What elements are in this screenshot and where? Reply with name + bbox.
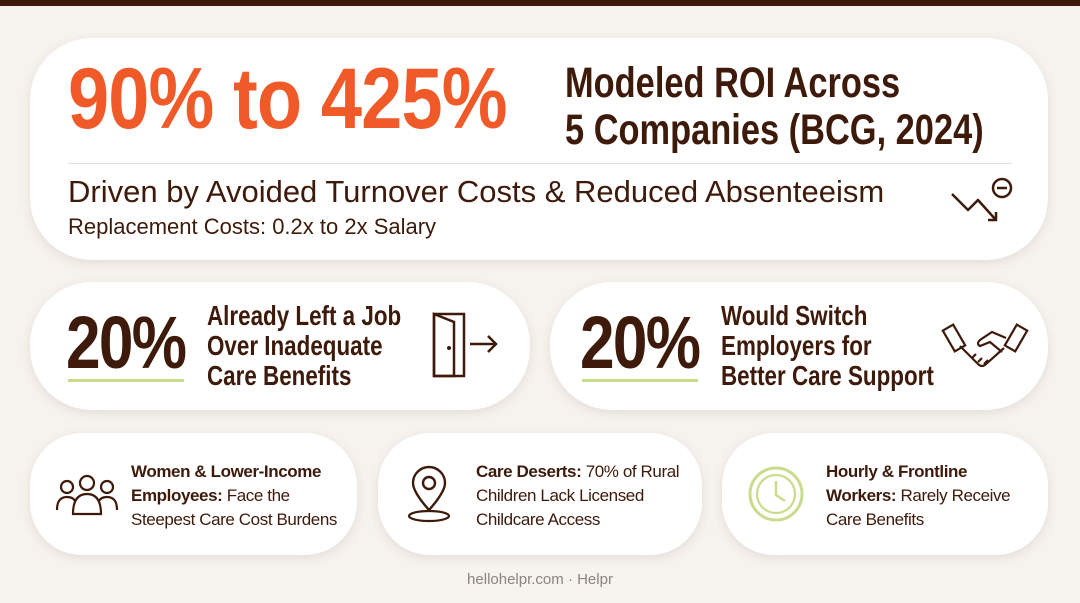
hero-title-line: 5 Companies (BCG, 2024) xyxy=(565,106,984,154)
handshake-icon xyxy=(941,323,1029,368)
stat-text: Would Switch Employers for Better Care S… xyxy=(721,301,934,391)
stat-text-line: Employers for xyxy=(721,330,872,361)
fact-text: Hourly & Frontline Workers: Rarely Recei… xyxy=(826,460,1026,532)
top-bar xyxy=(0,0,1080,6)
stat-card xyxy=(30,282,530,410)
stat-text-line: Care Benefits xyxy=(207,360,352,391)
hero-card xyxy=(30,38,1048,260)
stat-value: 20% xyxy=(66,301,187,384)
fact-lead: Care Deserts: xyxy=(476,462,582,481)
fact-text: Care Deserts: 70% of Rural Children Lack… xyxy=(476,460,701,532)
divider xyxy=(68,163,1012,164)
stat-text-line: Already Left a Job xyxy=(207,300,402,331)
stat-value: 20% xyxy=(580,301,701,384)
fact-body: Rarely Receive Care Benefits xyxy=(826,486,1011,529)
stat-text-line: Better Care Support xyxy=(721,360,934,391)
stat-underline xyxy=(582,379,698,382)
door-exit-icon xyxy=(432,312,498,378)
stat-text-line: Over Inadequate xyxy=(207,330,383,361)
stat-underline xyxy=(68,379,184,382)
fact-lead: Women & Lower-Income Employees: xyxy=(131,462,322,505)
fact-card xyxy=(378,433,702,555)
stat-text: Already Left a Job Over Inadequate Care … xyxy=(207,301,401,391)
fact-text: Women & Lower-Income Employees: Face the… xyxy=(131,460,356,532)
hero-title: Modeled ROI Across 5 Companies (BCG, 202… xyxy=(565,60,984,154)
location-icon xyxy=(407,465,451,523)
fact-body: Face the Steepest Care Cost Burdens xyxy=(131,486,337,529)
hero-subtitle: Driven by Avoided Turnover Costs & Reduc… xyxy=(68,174,885,209)
fact-lead: Hourly & Frontline Workers: xyxy=(826,462,968,505)
footer: hellohelpr.com · Helpr xyxy=(467,571,613,588)
hero-note: Replacement Costs: 0.2x to 2x Salary xyxy=(68,214,437,239)
stat-text-line: Would Switch xyxy=(721,300,868,331)
fact-body: 70% of Rural Children Lack Licensed Chil… xyxy=(476,462,680,529)
people-icon xyxy=(55,474,119,516)
trend-down-icon xyxy=(951,177,1013,222)
clock-icon xyxy=(748,466,804,522)
hero-headline: 90% to 425% xyxy=(68,51,508,147)
hero-title-line: Modeled ROI Across xyxy=(565,59,901,107)
